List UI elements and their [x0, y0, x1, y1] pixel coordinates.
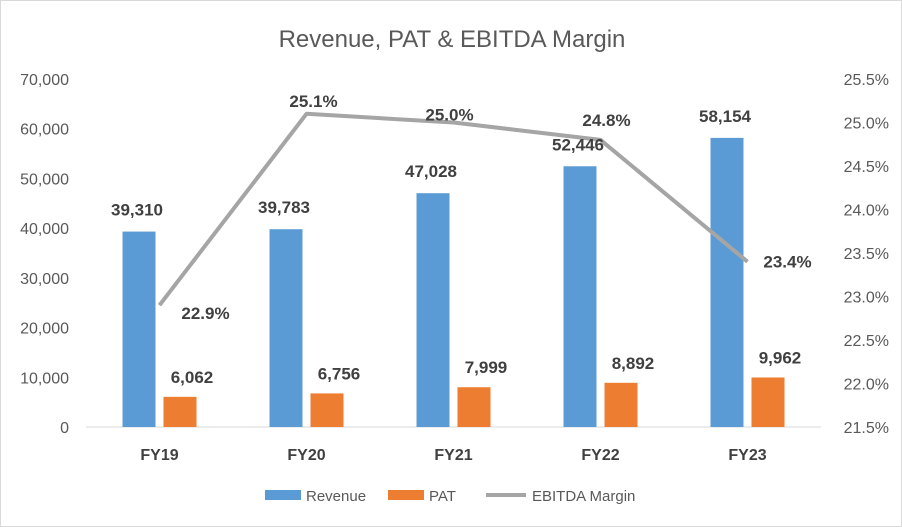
- left-axis-tick-label: 30,000: [20, 271, 69, 288]
- left-axis-tick-label: 10,000: [20, 370, 69, 387]
- bars-group: [122, 137, 785, 427]
- right-axis-tick-label: 23.5%: [844, 246, 889, 263]
- right-axis-tick-label: 24.5%: [844, 159, 889, 176]
- revenue-data-label: 58,154: [699, 107, 752, 126]
- ebitda-margin-data-label: 22.9%: [181, 304, 229, 323]
- left-axis: 0 10,000 20,000 30,000 40,000 50,000 60,000 70,…: [20, 72, 69, 437]
- pat-bar: [457, 387, 491, 427]
- pat-bar: [163, 396, 197, 427]
- data-labels-group: 39,310 6,062 39,783 6,756 47,028 7,999 52,446 8…: [111, 92, 812, 387]
- line-series-group: [157, 111, 749, 307]
- revenue-data-label: 47,028: [405, 162, 457, 181]
- right-axis-tick-label: 25.0%: [844, 116, 889, 133]
- right-axis-tick-label: 23.0%: [844, 290, 889, 307]
- legend-revenue-label: Revenue: [306, 488, 366, 505]
- pat-data-label: 6,062: [171, 368, 214, 387]
- legend-pat-swatch: [388, 490, 424, 500]
- right-axis: 21.5% 22.0% 22.5% 23.0% 23.5% 24.0% 24.5% 25.0%…: [844, 72, 889, 437]
- category-label: FY20: [287, 447, 325, 464]
- left-axis-tick-label: 60,000: [20, 122, 69, 139]
- left-axis-tick-label: 70,000: [20, 72, 69, 89]
- pat-data-label: 9,962: [759, 348, 802, 367]
- ebitda-margin-line: [157, 111, 749, 307]
- pat-bar: [310, 393, 344, 427]
- legend: Revenue PAT EBITDA Margin: [265, 488, 635, 505]
- category-label: FY21: [434, 447, 472, 464]
- category-label: FY22: [581, 447, 619, 464]
- revenue-bar: [269, 229, 303, 427]
- legend-revenue-swatch: [265, 490, 301, 500]
- ebitda-margin-data-label: 23.4%: [763, 253, 811, 272]
- revenue-bar: [563, 166, 597, 427]
- right-axis-tick-label: 25.5%: [844, 72, 889, 89]
- pat-bar: [604, 382, 638, 427]
- pat-data-label: 7,999: [465, 358, 508, 377]
- legend-ebitda-label: EBITDA Margin: [532, 488, 635, 505]
- ebitda-margin-data-label: 24.8%: [582, 111, 630, 130]
- category-label: FY19: [140, 447, 178, 464]
- chart-title: Revenue, PAT & EBITDA Margin: [279, 26, 626, 53]
- revenue-data-label: 52,446: [552, 135, 604, 154]
- right-axis-tick-label: 22.5%: [844, 333, 889, 350]
- left-axis-tick-label: 20,000: [20, 321, 69, 338]
- revenue-bar: [122, 231, 156, 427]
- revenue-data-label: 39,310: [111, 201, 163, 220]
- left-axis-tick-label: 40,000: [20, 221, 69, 238]
- ebitda-margin-data-label: 25.0%: [425, 106, 473, 125]
- category-label: FY23: [728, 447, 766, 464]
- right-axis-tick-label: 22.0%: [844, 377, 889, 394]
- revenue-data-label: 39,783: [258, 198, 310, 217]
- ebitda-margin-data-label: 25.1%: [289, 92, 337, 111]
- revenue-bar: [416, 193, 450, 427]
- pat-data-label: 6,756: [318, 364, 361, 383]
- pat-bar: [751, 377, 785, 427]
- left-axis-tick-label: 0: [60, 420, 69, 437]
- pat-data-label: 8,892: [612, 354, 655, 373]
- category-labels-group: FY19 FY20 FY21 FY22 FY23: [140, 447, 766, 464]
- right-axis-tick-label: 24.0%: [844, 203, 889, 220]
- right-axis-tick-label: 21.5%: [844, 420, 889, 437]
- legend-pat-label: PAT: [429, 488, 456, 505]
- revenue-bar: [710, 137, 744, 427]
- left-axis-tick-label: 50,000: [20, 171, 69, 188]
